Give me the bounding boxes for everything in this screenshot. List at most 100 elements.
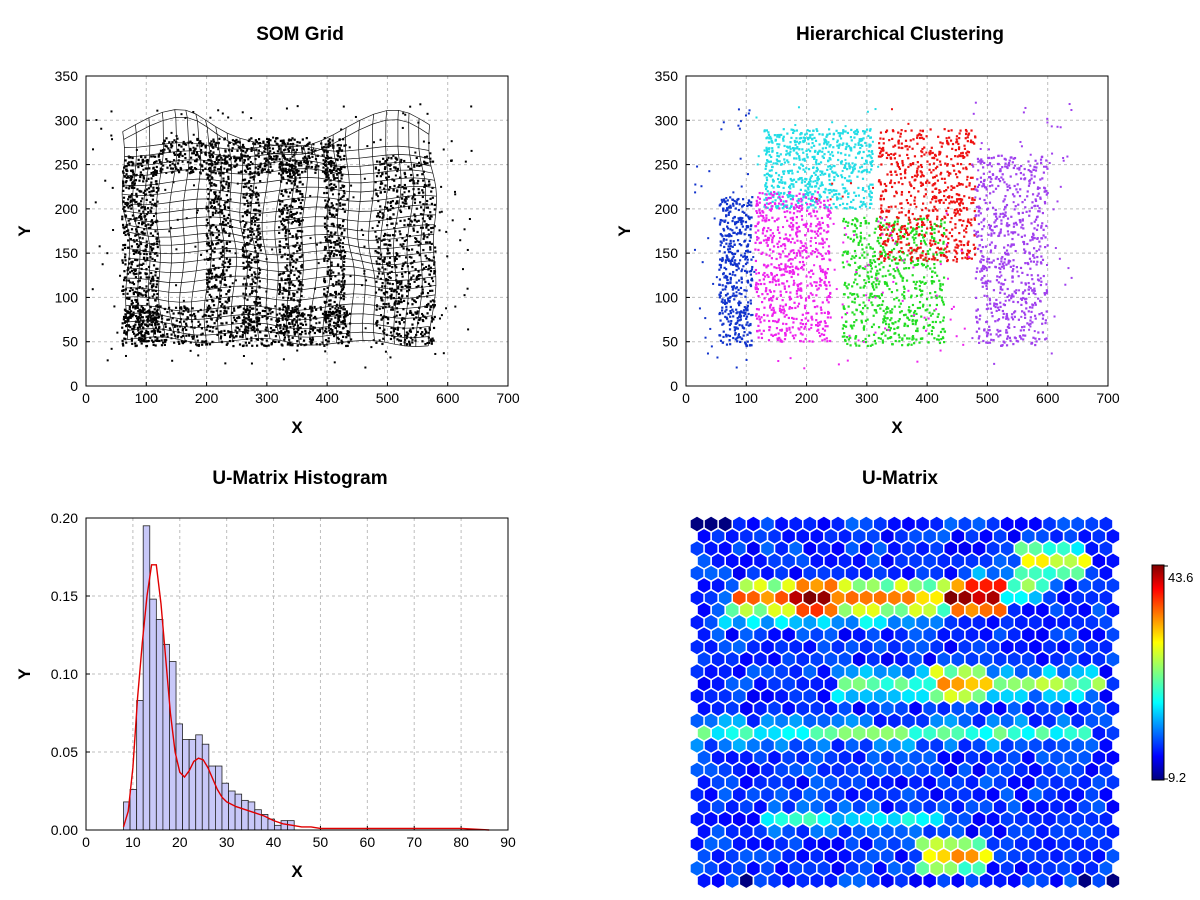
data-point [249, 193, 252, 196]
data-point [298, 205, 301, 209]
data-point [389, 163, 392, 166]
data-point [259, 144, 262, 148]
data-point [825, 135, 828, 138]
data-point [869, 202, 872, 206]
data-point [130, 245, 133, 248]
data-point [769, 228, 772, 232]
data-point [128, 204, 131, 208]
data-point [399, 243, 402, 246]
data-point [282, 167, 285, 170]
data-point [219, 251, 222, 254]
data-point [332, 168, 335, 172]
data-point [170, 171, 174, 174]
data-point [267, 344, 270, 347]
data-point [273, 340, 277, 344]
data-point [316, 329, 319, 332]
data-point [297, 246, 301, 249]
data-point [807, 142, 810, 145]
data-point [324, 338, 328, 342]
data-point [395, 290, 398, 294]
data-point [242, 267, 245, 270]
data-point [223, 276, 226, 279]
data-point [145, 272, 148, 275]
data-point [215, 285, 218, 288]
y-tick-label: 100 [655, 289, 679, 305]
data-point [245, 284, 248, 287]
data-point [246, 242, 249, 245]
data-point [788, 307, 791, 310]
data-point [287, 281, 290, 284]
data-point [415, 207, 418, 210]
data-point [330, 250, 334, 253]
data-point [766, 159, 769, 162]
data-point [774, 333, 777, 336]
data-point [286, 175, 290, 178]
outlier-point [229, 240, 232, 243]
data-point [212, 171, 215, 174]
data-point [290, 189, 294, 192]
data-point [427, 282, 431, 286]
data-point [221, 303, 224, 306]
data-point [295, 237, 298, 240]
data-point [267, 140, 270, 143]
data-point [423, 278, 426, 281]
data-point [394, 156, 397, 159]
data-point [294, 176, 297, 179]
data-point [278, 248, 281, 251]
data-point [771, 165, 774, 169]
outlier-point [168, 150, 171, 153]
data-point [206, 221, 210, 225]
data-point [768, 147, 771, 150]
data-point [170, 143, 173, 146]
data-point [223, 138, 226, 141]
data-point [301, 323, 305, 327]
data-point [765, 172, 768, 176]
data-point [284, 188, 287, 191]
data-point [785, 149, 788, 153]
data-point [385, 243, 388, 246]
outlier-point [389, 356, 392, 359]
outlier-point [180, 113, 183, 116]
data-point [301, 312, 304, 315]
data-point [209, 150, 212, 153]
data-point [195, 335, 199, 338]
data-point [207, 159, 210, 162]
outlier-point [254, 154, 257, 157]
outlier-point [438, 229, 441, 232]
data-point [246, 305, 249, 308]
data-point [394, 256, 397, 259]
data-point [213, 200, 216, 204]
data-point [148, 167, 151, 170]
data-point [132, 239, 135, 242]
data-point [299, 337, 302, 340]
data-point [868, 171, 871, 174]
data-point [281, 255, 284, 258]
data-point [412, 318, 416, 321]
data-point [803, 327, 806, 330]
data-point [328, 235, 331, 238]
data-point [151, 320, 154, 323]
data-point [417, 240, 420, 244]
data-point [375, 324, 378, 327]
data-point [332, 241, 336, 244]
outlier-point [207, 244, 210, 247]
data-point [227, 298, 230, 301]
data-point [324, 143, 327, 146]
data-point [229, 333, 233, 336]
data-point [379, 175, 382, 178]
outlier-point [419, 103, 422, 106]
data-point [830, 206, 833, 209]
data-point [302, 339, 306, 342]
data-point [341, 207, 345, 211]
data-point [406, 295, 409, 298]
outlier-point [110, 110, 113, 113]
data-point [278, 273, 281, 276]
data-point [291, 200, 295, 203]
data-point [306, 160, 309, 164]
data-point [413, 163, 416, 167]
data-point [288, 138, 291, 141]
data-point [415, 275, 419, 278]
data-point [799, 294, 802, 297]
data-point [287, 148, 290, 151]
data-point [151, 234, 155, 237]
